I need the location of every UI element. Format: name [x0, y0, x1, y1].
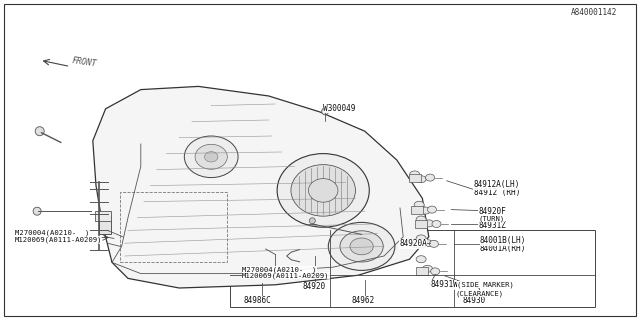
Ellipse shape [416, 235, 426, 242]
Text: 84912A(LH): 84912A(LH) [474, 180, 520, 189]
Text: (SIDE MARKER): (SIDE MARKER) [457, 282, 514, 288]
Ellipse shape [429, 240, 438, 247]
Text: FRONT: FRONT [72, 56, 98, 68]
Ellipse shape [350, 238, 373, 255]
Text: 84001B(LH): 84001B(LH) [480, 236, 526, 245]
Bar [417, 267, 428, 275]
Ellipse shape [416, 216, 426, 223]
Ellipse shape [410, 171, 420, 178]
Text: M120069(A0111-A0209): M120069(A0111-A0209) [15, 237, 102, 243]
Ellipse shape [328, 222, 395, 270]
Text: W300049: W300049 [323, 104, 356, 113]
Text: 84920F: 84920F [479, 207, 506, 216]
Ellipse shape [184, 136, 238, 178]
Ellipse shape [426, 174, 435, 181]
Ellipse shape [416, 256, 426, 263]
Ellipse shape [195, 144, 227, 169]
Text: 84962: 84962 [352, 296, 375, 305]
Ellipse shape [414, 201, 424, 208]
Text: 84931W: 84931W [430, 280, 458, 289]
Text: 84986C: 84986C [243, 296, 271, 305]
Text: 84920A: 84920A [399, 239, 427, 248]
Ellipse shape [420, 207, 431, 214]
Text: A840001142: A840001142 [572, 8, 618, 17]
Text: M120069(A0111-A0209): M120069(A0111-A0209) [242, 273, 330, 279]
Text: M270004(A0210-  ): M270004(A0210- ) [242, 266, 316, 273]
Ellipse shape [291, 164, 355, 216]
Ellipse shape [35, 127, 44, 136]
Ellipse shape [33, 207, 41, 215]
Text: (TURN): (TURN) [479, 215, 505, 222]
Ellipse shape [322, 108, 328, 115]
Ellipse shape [309, 218, 316, 224]
Ellipse shape [308, 179, 338, 202]
Ellipse shape [422, 265, 433, 272]
Bar [99, 216, 111, 234]
Text: 84931Z: 84931Z [479, 221, 506, 230]
Bar [230, 230, 595, 307]
Ellipse shape [340, 231, 383, 262]
Polygon shape [93, 86, 429, 288]
Ellipse shape [432, 220, 441, 228]
Text: 84912 (RH): 84912 (RH) [474, 188, 520, 196]
Ellipse shape [416, 176, 426, 183]
Text: 84920: 84920 [302, 282, 325, 291]
Text: M270004(A0210-  ): M270004(A0210- ) [15, 230, 89, 236]
Text: 84001A(RH): 84001A(RH) [480, 244, 526, 252]
Bar [120, 192, 227, 262]
Bar [409, 173, 420, 182]
Ellipse shape [422, 240, 433, 247]
Text: 84930: 84930 [462, 296, 485, 305]
Ellipse shape [277, 154, 369, 227]
Ellipse shape [431, 268, 440, 275]
Bar [413, 239, 425, 247]
Ellipse shape [428, 206, 436, 213]
Bar [95, 211, 111, 221]
Ellipse shape [424, 220, 434, 227]
Ellipse shape [205, 152, 218, 162]
Bar [412, 206, 423, 214]
Text: (CLEARANCE): (CLEARANCE) [456, 291, 504, 297]
Bar [415, 220, 427, 228]
